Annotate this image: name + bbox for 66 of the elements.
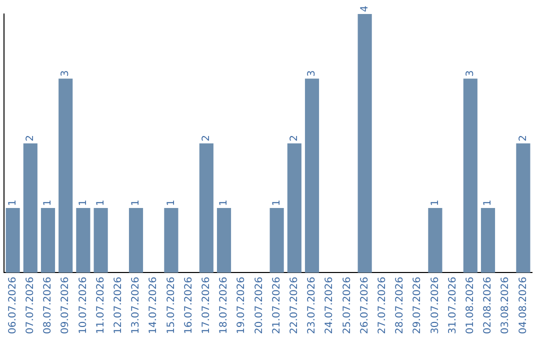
bar	[199, 143, 214, 273]
x-tick-label: 31.07.2026	[447, 276, 458, 334]
x-tick-label: 10.07.2026	[78, 276, 89, 334]
bar	[76, 208, 90, 273]
x-tick-label: 16.07.2026	[183, 276, 194, 334]
data-label: 1	[271, 200, 282, 206]
x-tick-label: 27.07.2026	[376, 276, 388, 334]
bar	[94, 208, 108, 273]
bar	[463, 78, 478, 273]
bar	[358, 14, 372, 273]
bar	[58, 78, 73, 273]
data-label: 1	[482, 200, 494, 206]
bar	[304, 78, 320, 273]
x-tick-label: 07.07.2026	[24, 276, 36, 334]
x-tick-label: 29.07.2026	[412, 276, 424, 334]
bar	[516, 143, 530, 273]
data-label: 1	[78, 200, 89, 206]
data-label: 2	[24, 134, 36, 142]
x-tick-label: 04.08.2026	[518, 276, 529, 334]
x-tick-label: 06.07.2026	[7, 276, 18, 334]
x-tick-label: 15.07.2026	[166, 276, 177, 334]
data-label: 2	[200, 134, 212, 142]
bar	[6, 208, 20, 273]
data-label: 1	[130, 200, 142, 206]
data-label: 2	[518, 134, 529, 142]
x-tick-label: 14.07.2026	[148, 276, 160, 334]
bar	[270, 208, 284, 273]
bar	[23, 143, 38, 273]
x-tick-label: 18.07.2026	[218, 276, 230, 334]
x-tick-label: 20.07.2026	[254, 276, 265, 334]
bar	[40, 208, 56, 273]
data-label: 1	[7, 200, 18, 206]
x-tick-label: 19.07.2026	[236, 276, 248, 334]
x-tick-label: 26.07.2026	[359, 276, 370, 334]
bar	[287, 143, 302, 273]
bar	[164, 208, 178, 273]
data-label: 3	[464, 70, 476, 77]
x-tick-label: 28.07.2026	[394, 276, 406, 334]
bar	[216, 208, 232, 273]
x-tick-label: 23.07.2026	[306, 276, 318, 334]
x-tick-label: 03.08.2026	[500, 276, 512, 334]
data-label: 4	[359, 6, 370, 12]
x-tick-label: 24.07.2026	[324, 276, 336, 334]
x-tick-label: 13.07.2026	[130, 276, 142, 334]
data-label: 3	[306, 70, 318, 77]
x-tick-label: 02.08.2026	[482, 276, 494, 334]
data-label: 1	[42, 200, 54, 206]
data-label: 1	[166, 200, 177, 206]
x-tick-label: 22.07.2026	[288, 276, 300, 334]
x-tick-label: 08.07.2026	[42, 276, 54, 334]
data-label: 1	[430, 200, 441, 206]
x-tick-label: 11.07.2026	[95, 276, 106, 334]
data-label: 3	[60, 70, 72, 77]
x-tick-label: 21.07.2026	[271, 276, 282, 334]
data-label: 1	[218, 200, 230, 206]
x-tick-label: 30.07.2026	[430, 276, 441, 334]
data-label: 1	[95, 200, 106, 206]
x-tick-label: 01.08.2026	[464, 276, 476, 334]
x-tick-label: 09.07.2026	[60, 276, 72, 334]
x-tick-label: 25.07.2026	[342, 276, 353, 334]
x-tick-label: 12.07.2026	[112, 276, 124, 334]
bar	[128, 208, 144, 273]
x-tick-label: 17.07.2026	[200, 276, 212, 334]
bar	[428, 208, 442, 273]
bar	[480, 208, 496, 273]
data-label: 2	[288, 134, 300, 142]
